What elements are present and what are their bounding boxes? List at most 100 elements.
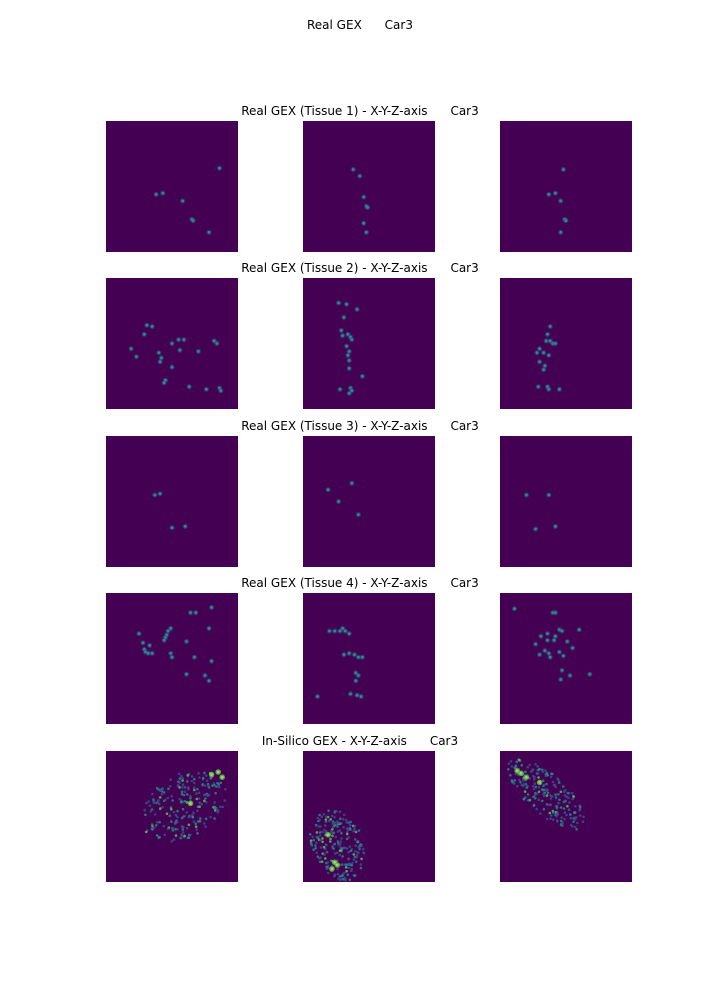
data-point [578, 805, 582, 809]
data-point [557, 781, 561, 784]
data-point [347, 850, 350, 854]
data-point [187, 787, 190, 791]
data-point [201, 783, 204, 786]
data-point [551, 772, 554, 776]
data-point [524, 770, 527, 774]
data-point [169, 778, 172, 781]
data-point [352, 858, 356, 861]
panel-tissue-1-view-1 [106, 121, 238, 252]
data-point [565, 640, 569, 643]
data-point [170, 795, 173, 798]
data-point [526, 793, 530, 796]
data-point [538, 360, 541, 364]
data-point [551, 811, 555, 814]
data-point [333, 873, 337, 876]
data-point [163, 833, 166, 837]
data-point [523, 790, 527, 793]
data-point [308, 833, 312, 836]
data-point [357, 674, 360, 677]
data-point [211, 784, 214, 787]
data-point [534, 763, 537, 766]
data-point [533, 776, 536, 779]
data-point [162, 381, 166, 385]
data-point [549, 794, 552, 797]
data-point [562, 807, 566, 810]
data-point [324, 818, 328, 821]
data-point [189, 833, 192, 837]
data-point [204, 797, 207, 800]
data-point [183, 814, 186, 818]
data-point [169, 651, 173, 655]
data-point [522, 779, 525, 782]
data-point [152, 826, 156, 830]
data-point [178, 786, 181, 789]
data-point [193, 655, 196, 659]
data-point [318, 831, 322, 834]
data-point [548, 655, 552, 659]
data-point [161, 806, 164, 809]
data-point [538, 347, 541, 351]
data-point [556, 777, 559, 780]
data-point [554, 525, 557, 528]
data-point [160, 787, 164, 791]
data-point [353, 850, 357, 853]
data-point [347, 391, 351, 395]
data-point [349, 820, 353, 824]
data-point [339, 840, 343, 843]
data-point [361, 374, 364, 378]
scatter-plot [511, 606, 593, 683]
data-point [135, 355, 138, 358]
data-point [193, 781, 196, 785]
data-point [571, 797, 574, 801]
row-title-tissue-2: Real GEX (Tissue 2) - X-Y-Z-axis Car3 [241, 261, 479, 275]
data-point [536, 385, 540, 389]
data-point [588, 672, 592, 676]
data-point [353, 653, 356, 656]
data-point [219, 389, 223, 393]
data-point [345, 818, 348, 822]
data-point [362, 221, 366, 225]
data-point [539, 812, 542, 815]
data-point [559, 199, 563, 203]
data-point [542, 807, 546, 811]
data-point [332, 831, 336, 834]
data-point [319, 838, 322, 842]
data-point [527, 799, 530, 802]
data-point [197, 797, 201, 800]
data-point [185, 826, 189, 830]
data-point [547, 493, 551, 497]
data-point [567, 808, 571, 811]
data-point [165, 812, 169, 815]
data-point [555, 805, 558, 808]
data-point [178, 348, 182, 352]
data-point [540, 788, 544, 791]
data-point [347, 367, 351, 370]
data-point [170, 840, 174, 843]
data-point [354, 838, 357, 841]
data-point [360, 857, 363, 861]
data-point [224, 787, 227, 791]
data-point [189, 797, 192, 800]
data-point [557, 801, 560, 805]
data-point [176, 821, 179, 824]
data-point [216, 770, 220, 774]
data-point [191, 219, 195, 222]
data-point [333, 629, 337, 633]
data-point [546, 791, 550, 795]
data-point [343, 629, 347, 633]
figure-title: Real GEX Car3 [307, 18, 413, 32]
data-point [318, 857, 321, 860]
data-point [558, 387, 561, 391]
panel-tissue-4-view-3 [500, 593, 632, 724]
data-point [158, 796, 162, 799]
data-point [158, 492, 162, 495]
data-point [189, 802, 192, 805]
data-point [550, 814, 553, 817]
data-point [337, 500, 340, 503]
data-point [354, 844, 358, 847]
data-point [554, 611, 557, 614]
data-point [538, 653, 541, 656]
data-point [195, 792, 198, 795]
data-point [345, 821, 349, 824]
data-point [318, 818, 321, 822]
